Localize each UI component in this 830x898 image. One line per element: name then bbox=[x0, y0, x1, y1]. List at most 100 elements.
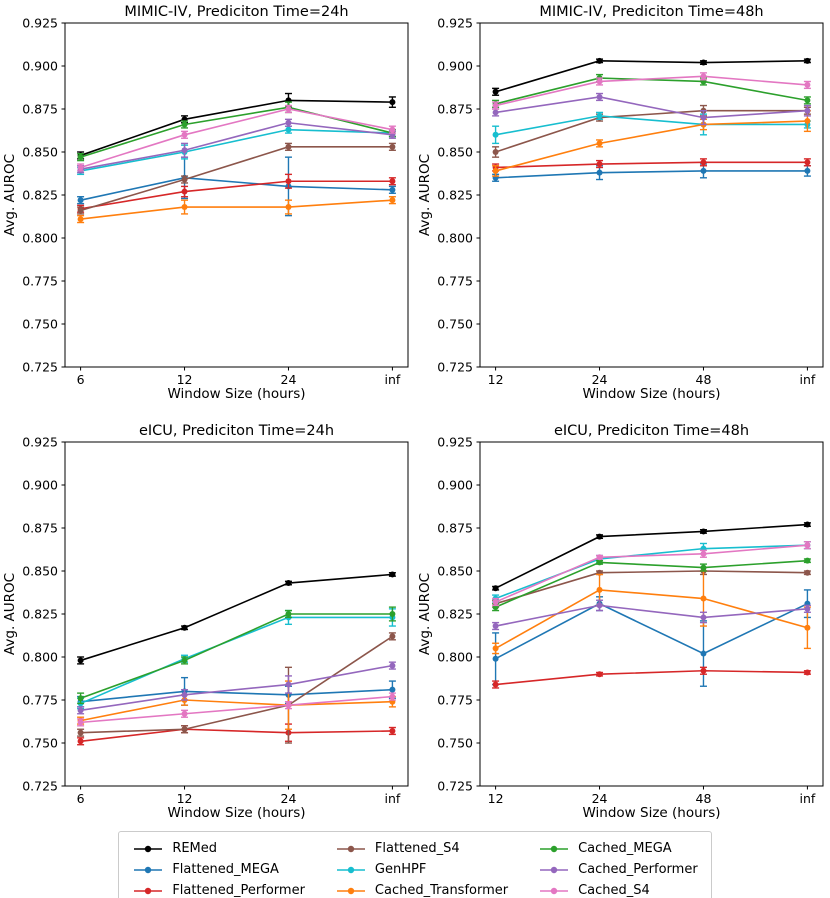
data-point bbox=[700, 614, 707, 621]
series-line bbox=[495, 77, 808, 105]
data-point bbox=[492, 655, 499, 662]
series-Flattened_Performer bbox=[492, 666, 811, 689]
series-Cached_S4 bbox=[77, 104, 396, 172]
series-line bbox=[80, 728, 393, 743]
series-line bbox=[80, 635, 393, 734]
data-point bbox=[700, 528, 707, 535]
data-point bbox=[700, 114, 707, 121]
data-point bbox=[596, 57, 603, 64]
chart-grid: 0.725 0.750 0.775 0.800 0.825 0.850 0.875 0.900… bbox=[0, 0, 824, 821]
data-point bbox=[285, 580, 292, 587]
data-point bbox=[181, 131, 188, 138]
series-Cached_Performer bbox=[77, 661, 396, 715]
legend-label: Cached_MEGA bbox=[578, 841, 672, 856]
series-line bbox=[80, 128, 393, 172]
y-tick-label: 0.750 bbox=[22, 736, 58, 751]
data-point bbox=[181, 147, 188, 154]
data-point bbox=[77, 154, 84, 161]
data-point bbox=[389, 99, 396, 106]
legend-item: Flattened_Performer bbox=[132, 882, 305, 898]
y-tick-label: 0.725 bbox=[22, 360, 58, 375]
x-tick-label: 48 bbox=[696, 791, 712, 806]
data-point bbox=[596, 78, 603, 85]
series-Cached_Transformer bbox=[77, 680, 396, 730]
data-point bbox=[596, 602, 603, 609]
data-point bbox=[804, 97, 811, 104]
series-line bbox=[495, 170, 808, 179]
data-point bbox=[285, 178, 292, 185]
axes-frame bbox=[64, 22, 409, 368]
series-line bbox=[495, 559, 808, 608]
x-axis-label: Window Size (hours) bbox=[167, 805, 305, 819]
series-line bbox=[80, 106, 393, 158]
data-point bbox=[77, 729, 84, 736]
legend-item: GenHPF bbox=[335, 861, 508, 878]
data-point bbox=[77, 707, 84, 714]
series-line bbox=[495, 96, 808, 119]
chart-mimic-iv-24h: 0.725 0.750 0.775 0.800 0.825 0.850 0.875 0.900… bbox=[0, 0, 415, 404]
plot-title: MIMIC-IV, Prediciton Time=24h bbox=[124, 4, 348, 20]
data-point bbox=[596, 93, 603, 100]
legend-item: Cached_S4 bbox=[538, 882, 698, 898]
y-axis: 0.725 0.750 0.775 0.800 0.825 0.850 0.875 0.900… bbox=[22, 435, 65, 794]
legend-label: Cached_Performer bbox=[578, 862, 698, 877]
y-tick-label: 0.775 bbox=[437, 274, 473, 289]
data-point bbox=[389, 633, 396, 640]
plot-title: eICU, Prediciton Time=24h bbox=[139, 423, 334, 439]
series-line bbox=[495, 60, 808, 93]
data-point bbox=[596, 533, 603, 540]
data-point bbox=[804, 669, 811, 676]
y-tick-label: 0.875 bbox=[22, 102, 58, 117]
series-line bbox=[495, 602, 808, 660]
data-point bbox=[389, 727, 396, 734]
series-Cached_Performer bbox=[492, 92, 811, 126]
x-axis-label: Window Size (hours) bbox=[582, 386, 720, 400]
data-point bbox=[596, 169, 603, 176]
legend-label: Cached_S4 bbox=[578, 883, 650, 898]
series-line bbox=[495, 544, 808, 603]
plot-eicu-24h: 0.725 0.750 0.775 0.800 0.825 0.850 0.875 0.900… bbox=[2, 423, 409, 821]
data-point bbox=[804, 521, 811, 528]
data-point bbox=[804, 81, 811, 88]
data-point bbox=[804, 557, 811, 564]
series-line bbox=[495, 109, 808, 153]
data-point bbox=[389, 686, 396, 693]
series-Flattened_Performer bbox=[77, 723, 396, 746]
series-Cached_Performer bbox=[492, 599, 811, 631]
y-tick-label: 0.725 bbox=[437, 779, 473, 794]
data-point bbox=[700, 550, 707, 557]
series-line bbox=[80, 573, 393, 662]
data-point bbox=[285, 681, 292, 688]
plot-mimic-iv-48h: 0.725 0.750 0.775 0.800 0.825 0.850 0.875 0.900… bbox=[417, 4, 824, 402]
data-point bbox=[596, 671, 603, 678]
series-line bbox=[80, 699, 393, 722]
errorbar-line-marker-icon bbox=[540, 866, 569, 873]
data-point bbox=[389, 571, 396, 578]
y-tick-label: 0.925 bbox=[22, 16, 58, 31]
data-point bbox=[492, 585, 499, 592]
y-tick-label: 0.900 bbox=[22, 478, 58, 493]
data-point bbox=[804, 569, 811, 576]
data-point bbox=[700, 564, 707, 571]
data-point bbox=[804, 107, 811, 114]
series-line bbox=[80, 664, 393, 712]
series-Cached_S4 bbox=[492, 541, 811, 607]
axes-frame bbox=[479, 22, 824, 368]
legend-label: Flattened_Performer bbox=[172, 883, 305, 898]
data-point bbox=[492, 131, 499, 138]
y-axis-label: Avg. AUROC bbox=[417, 573, 433, 655]
x-tick-label: 12 bbox=[488, 372, 504, 387]
y-tick-label: 0.900 bbox=[437, 478, 473, 493]
series-Flattened_MEGA bbox=[492, 589, 811, 687]
errorbar-line-marker-icon bbox=[336, 845, 365, 852]
series-Flattened_Performer bbox=[492, 158, 811, 172]
x-tick-label: inf bbox=[800, 372, 816, 387]
series-Cached_Performer bbox=[77, 118, 396, 174]
x-axis-label: Window Size (hours) bbox=[167, 386, 305, 400]
y-tick-label: 0.725 bbox=[22, 779, 58, 794]
series-Cached_S4 bbox=[77, 692, 396, 727]
data-point bbox=[285, 204, 292, 211]
data-point bbox=[77, 657, 84, 664]
data-point bbox=[77, 695, 84, 702]
y-tick-label: 0.925 bbox=[437, 16, 473, 31]
